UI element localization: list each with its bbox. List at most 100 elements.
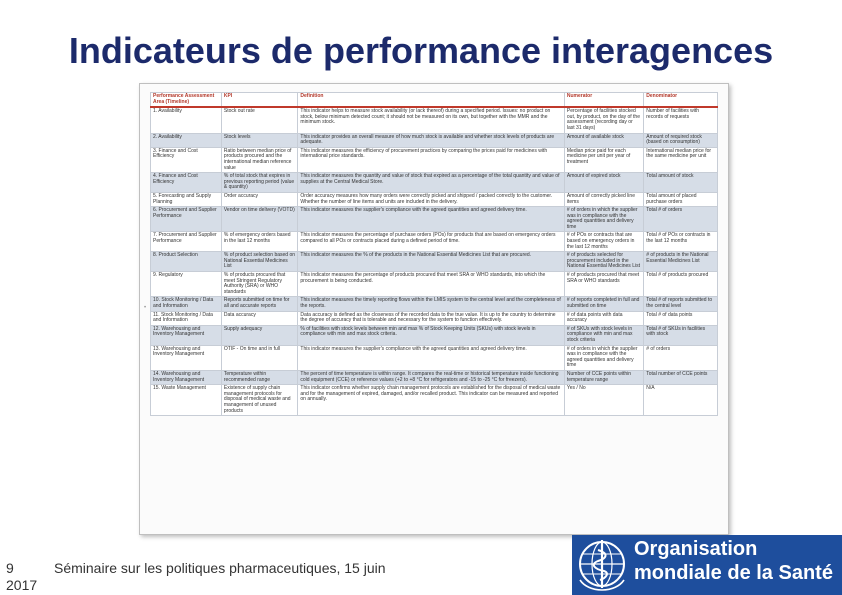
cell-denominator: International median price for the same … [643,146,718,174]
cell-numerator: # of orders in which the supplier was in… [563,344,645,371]
cell-numerator: # of reports completed in full and submi… [563,296,645,312]
cell-denominator: Total # of products procured [643,271,718,298]
footer-text: Séminaire sur les politiques pharmaceuti… [54,560,386,576]
cell-denominator: # of orders [643,344,718,371]
cell-area: 15. Waste Management [150,384,222,417]
cell-kpi: Reports submitted on time for all and ac… [220,296,299,312]
cell-area: 5. Forecasting and Supply Planning [150,191,222,208]
page-number: 9 [6,560,14,576]
cell-definition: This indicator measures the % of the pro… [297,251,565,273]
cell-area: 2. Availability [150,132,222,148]
cell-denominator: Total # of data points [643,310,718,326]
cell-definition: This indicator measures the quantity and… [297,172,565,193]
cell-denominator: Total amount of placed purchase orders [643,191,718,208]
who-name-line1: Organisation [634,538,758,560]
cell-kpi: Data accuracy [220,310,299,326]
cell-area: 6. Procurement and Supplier Performance [150,206,222,233]
header-kpi: KPI [220,92,299,109]
cell-definition: This indicator measures the timely repor… [297,296,565,312]
cell-denominator: Total # of reports submitted to the cent… [643,296,718,312]
cell-kpi: % of product selection based on National… [220,251,299,273]
cell-denominator: Total # of POs or contracts in the last … [643,231,718,253]
cell-numerator: # of POs or contracts that are based on … [563,231,645,253]
table-row: 13. Warehousing and Inventory Management… [150,344,718,371]
kpi-table-figure: Performance Assessment Area (Timeline) K… [139,83,729,535]
header-denominator: Denominator [643,92,718,109]
cell-denominator: Total # of SKUs in facilities with stock [643,324,718,346]
cell-numerator: # of data points with data accuracy [563,310,645,326]
table-header-row: Performance Assessment Area (Timeline) K… [150,92,718,109]
cell-numerator: # of products selected for procurement i… [563,251,645,273]
cell-area: 14. Warehousing and Inventory Management [150,369,222,386]
cell-definition: This indicator helps to measure stock av… [297,106,565,134]
cell-kpi: % of total stock that expires in previou… [220,172,299,193]
cell-numerator: Percentage of facilities stocked out, by… [563,106,645,134]
table-row: 9. Regulatory% of products procured that… [150,271,718,298]
cell-kpi: Stock levels [220,132,299,148]
cell-area: 9. Regulatory [150,271,222,298]
cell-definition: This indicator measures the supplier's c… [297,206,565,233]
cell-kpi: % of emergency orders based in the last … [220,231,299,253]
who-name-line2: mondiale de la Santé [634,562,833,584]
cell-kpi: % of products procured that meet Stringe… [220,271,299,298]
cell-kpi: Ratio between median price of products p… [220,146,299,174]
cell-area: 11. Stock Monitoring / Data and Informat… [150,310,222,326]
cell-definition: This indicator confirms whether supply c… [297,384,565,417]
cell-area: 12. Warehousing and Inventory Management [150,324,222,346]
cell-kpi: Existence of supply chain management pro… [220,384,299,417]
cell-definition: Data accuracy is defined as the closenes… [297,310,565,326]
table-row: 10. Stock Monitoring / Data and Informat… [150,296,718,312]
cell-area: 3. Finance and Cost Efficiency [150,146,222,174]
cell-kpi: Order accuracy [220,191,299,208]
cell-area: 1. Availability [150,106,222,134]
cell-definition: This indicator measures the percentage o… [297,271,565,298]
cell-numerator: Median price paid for each medicine per … [563,146,645,174]
cell-definition: This indicator provides an overall measu… [297,132,565,148]
cell-denominator: N/A [643,384,718,417]
cell-numerator: # of SKUs with stock levels in complianc… [563,324,645,346]
header-definition: Definition [297,92,565,109]
cell-denominator: Total # of orders [643,206,718,233]
cell-area: 8. Product Selection [150,251,222,273]
cell-numerator: Number of CCE points within temperature … [563,369,645,386]
table-row: 5. Forecasting and Supply Planning Order … [150,191,718,208]
table-row: 4. Finance and Cost Efficiency% of total… [150,172,718,193]
kpi-table: Performance Assessment Area (Timeline) K… [150,92,718,417]
cell-area: 7. Procurement and Supplier Performance [150,231,222,253]
who-emblem-icon [579,540,625,591]
cell-definition: % of facilities with stock levels betwee… [297,324,565,346]
cell-numerator: Amount of available stock [563,132,645,148]
cell-numerator: Amount of correctly picked line items [563,191,645,208]
cell-definition: Order accuracy measures how many orders … [297,191,565,208]
table-row: 6. Procurement and Supplier Performance V… [150,206,718,233]
cell-numerator: # of orders in which the supplier was in… [563,206,645,233]
cell-denominator: Total number of CCE points [643,369,718,386]
cell-kpi: Stock out rate [220,106,299,134]
cell-denominator: Total amount of stock [643,172,718,193]
table-row: 15. Waste Management Existence of supply … [150,384,718,417]
cell-area: 10. Stock Monitoring / Data and Informat… [150,296,222,312]
table-row: 3. Finance and Cost Efficiency Ratio betw… [150,146,718,174]
slide-title: Indicateurs de performance interagences [68,30,774,71]
cell-denominator: Number of facilities with records of req… [643,106,718,134]
cell-kpi: Vendor on time delivery (VOTD) [220,206,299,233]
cell-denominator: Amount of required stock (based on consu… [643,132,718,148]
header-numerator: Numerator [563,92,645,109]
table-row: 11. Stock Monitoring / Data and Informat… [150,310,718,326]
side-marker: • [144,305,147,311]
table-row: 14. Warehousing and Inventory Management… [150,369,718,386]
header-area: Performance Assessment Area (Timeline) [150,92,222,109]
cell-definition: This indicator measures the supplier's c… [297,344,565,371]
cell-definition: The percent of time temperature is withi… [297,369,565,386]
footer-year: 2017 [6,577,38,593]
table-row: 12. Warehousing and Inventory Management… [150,324,718,346]
cell-numerator: Amount of expired stock [563,172,645,193]
table-row: 1. Availability Stock out rate This indica… [150,106,718,134]
cell-definition: This indicator measures the percentage o… [297,231,565,253]
table-row: 7. Procurement and Supplier Performance%… [150,231,718,253]
who-logo-banner [572,535,842,595]
cell-numerator: Yes / No [563,384,645,417]
cell-kpi: Temperature within recommended range [220,369,299,386]
table-row: 8. Product Selection% of product selecti… [150,251,718,273]
table-row: 2. Availability Stock levels This indicato… [150,132,718,148]
